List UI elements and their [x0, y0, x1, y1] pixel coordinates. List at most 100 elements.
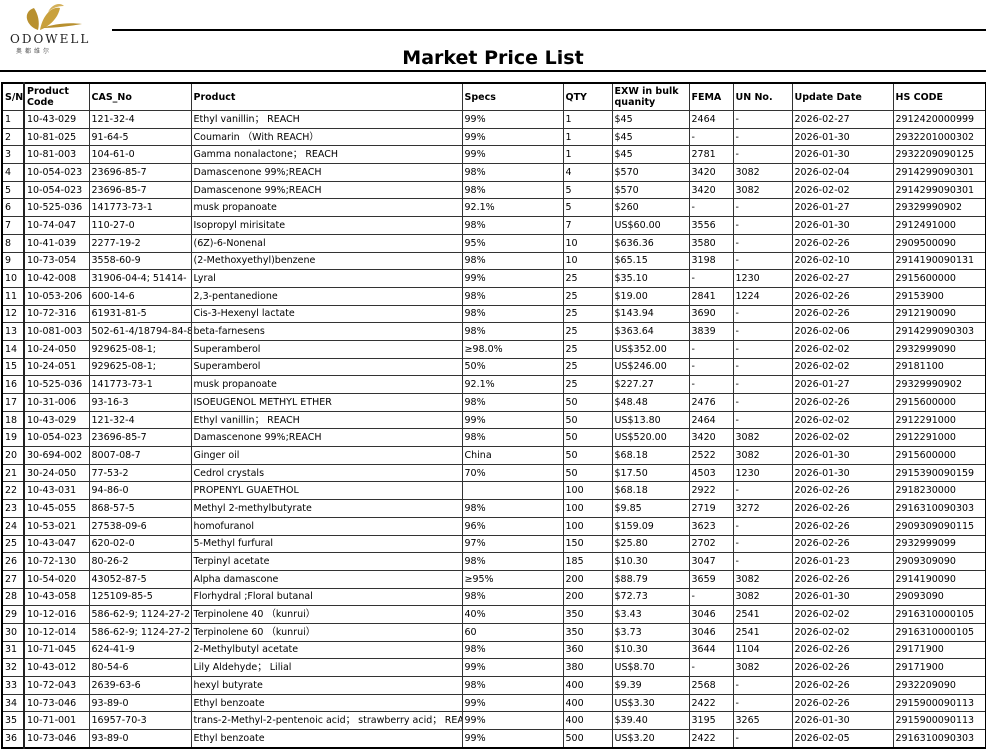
table-row: 31 10-71-045 624-41-9 2-Methylbutyl acetate…: [1, 640, 986, 660]
table-row: 21 30-24-050 77-53-2 Cedrol crystals 70% 50 $1…: [1, 463, 986, 483]
cell-qty: 5: [562, 198, 613, 218]
cell-cas-no: 104-61-0: [88, 145, 192, 165]
cell-update-date: 2026-01-30: [791, 216, 894, 235]
cell-specs: [461, 481, 564, 501]
cell-un-no: -: [732, 145, 793, 165]
cell-un-no: -: [732, 357, 793, 377]
cell-qty: 50: [562, 463, 613, 483]
cell-fema: 3556: [688, 216, 734, 235]
cell-price: US$246.00: [611, 357, 690, 377]
cell-product: (6Z)-6-Nonenal: [190, 233, 463, 253]
cell-hs-code: 2932209090: [892, 676, 986, 695]
header-rule: [112, 29, 986, 31]
cell-qty: 200: [562, 569, 613, 589]
cell-product-code: 10-73-046: [23, 693, 90, 713]
cell-sn: 2: [1, 127, 25, 147]
cell-specs: 99%: [461, 145, 564, 165]
cell-product: Superamberol: [190, 357, 463, 377]
cell-qty: 10: [562, 233, 613, 253]
cell-price: $72.73: [611, 587, 690, 607]
cell-price: $227.27: [611, 375, 690, 394]
cell-update-date: 2026-02-26: [791, 693, 894, 713]
cell-product: Isopropyl mirisitate: [190, 216, 463, 235]
table-row: 5 10-054-023 23696-85-7 Damascenone 99%;REA…: [1, 180, 986, 200]
cell-cas-no: 586-62-9; 1124-27-2: [88, 605, 192, 624]
cell-sn: 7: [1, 216, 25, 235]
cell-product: 2,3-pentanedione: [190, 286, 463, 306]
cell-product-code: 10-24-051: [23, 357, 90, 377]
cell-hs-code: 2909500090: [892, 233, 986, 253]
cell-product: Superamberol: [190, 339, 463, 359]
cell-update-date: 2026-01-30: [791, 587, 894, 607]
cell-cas-no: 141773-73-1: [88, 375, 192, 394]
logo-butterfly-icon: [26, 4, 82, 30]
table-row: 9 10-73-054 3558-60-9 (2-Methoxyethyl)benze…: [1, 251, 986, 271]
cell-update-date: 2026-02-05: [791, 729, 894, 749]
cell-fema: 3420: [688, 428, 734, 448]
cell-cas-no: 23696-85-7: [88, 163, 192, 182]
cell-product: homofuranol: [190, 516, 463, 536]
cell-fema: 2522: [688, 446, 734, 465]
cell-specs: 99%: [461, 658, 564, 677]
cell-product-code: 10-054-023: [23, 428, 90, 448]
cell-price: US$3.30: [611, 693, 690, 713]
cell-qty: 50: [562, 410, 613, 430]
cell-cas-no: 624-41-9: [88, 640, 192, 660]
page-title: Market Price List: [402, 47, 584, 69]
cell-product-code: 10-54-020: [23, 569, 90, 589]
cell-hs-code: 2914299090303: [892, 322, 986, 341]
cell-sn: 6: [1, 198, 25, 218]
column-header-sn: S/N: [1, 82, 25, 111]
cell-specs: China: [461, 446, 564, 465]
cell-product: Terpinyl acetate: [190, 552, 463, 571]
cell-specs: 98%: [461, 428, 564, 448]
cell-specs: 99%: [461, 711, 564, 731]
cell-un-no: 3082: [732, 163, 793, 182]
table-row: 3 10-81-003 104-61-0 Gamma nonalactone； REA…: [1, 145, 986, 165]
cell-price: $45: [611, 110, 690, 129]
cell-fema: 3420: [688, 163, 734, 182]
column-header-update-date: Update Date: [791, 82, 894, 111]
cell-qty: 380: [562, 658, 613, 677]
cell-price: $17.50: [611, 463, 690, 483]
cell-cas-no: 929625-08-1;: [88, 339, 192, 359]
cell-fema: -: [688, 357, 734, 377]
table-row: 35 10-71-001 16957-70-3 trans-2-Methyl-2-pe…: [1, 711, 986, 731]
cell-product: Methyl 2-methylbutyrate: [190, 499, 463, 518]
cell-sn: 22: [1, 481, 25, 501]
cell-un-no: 3265: [732, 711, 793, 731]
cell-hs-code: 2914299090301: [892, 180, 986, 200]
column-header-hs-code: HS CODE: [892, 82, 986, 111]
cell-qty: 25: [562, 357, 613, 377]
cell-product-code: 10-41-039: [23, 233, 90, 253]
cell-product: Cedrol crystals: [190, 463, 463, 483]
cell-hs-code: 2932201000302: [892, 127, 986, 147]
cell-product: musk propanoate: [190, 198, 463, 218]
cell-sn: 26: [1, 552, 25, 571]
cell-product: Terpinolene 60 （kunrui）: [190, 622, 463, 642]
cell-product-code: 10-42-008: [23, 269, 90, 288]
cell-price: $68.18: [611, 481, 690, 501]
table-row: 22 10-43-031 94-86-0 PROPENYL GUAETHOL 100 $6…: [1, 481, 986, 501]
table-row: 23 10-45-055 868-57-5 Methyl 2-methylbutyra…: [1, 499, 986, 518]
cell-fema: 2922: [688, 481, 734, 501]
cell-price: $45: [611, 127, 690, 147]
cell-cas-no: 121-32-4: [88, 410, 192, 430]
cell-price: $143.94: [611, 304, 690, 324]
cell-specs: 99%: [461, 269, 564, 288]
cell-specs: 98%: [461, 393, 564, 412]
cell-product-code: 10-24-050: [23, 339, 90, 359]
cell-fema: 4503: [688, 463, 734, 483]
cell-fema: 2422: [688, 729, 734, 749]
cell-price: US$60.00: [611, 216, 690, 235]
cell-cas-no: 125109-85-5: [88, 587, 192, 607]
cell-price: $159.09: [611, 516, 690, 536]
cell-qty: 100: [562, 516, 613, 536]
cell-un-no: -: [732, 393, 793, 412]
cell-update-date: 2026-01-27: [791, 198, 894, 218]
cell-price: $35.10: [611, 269, 690, 288]
cell-un-no: 3082: [732, 569, 793, 589]
table-row: 25 10-43-047 620-02-0 5-Methyl furfural 97% 1…: [1, 534, 986, 554]
table-row: 19 10-054-023 23696-85-7 Damascenone 99%;RE…: [1, 428, 986, 448]
cell-sn: 4: [1, 163, 25, 182]
